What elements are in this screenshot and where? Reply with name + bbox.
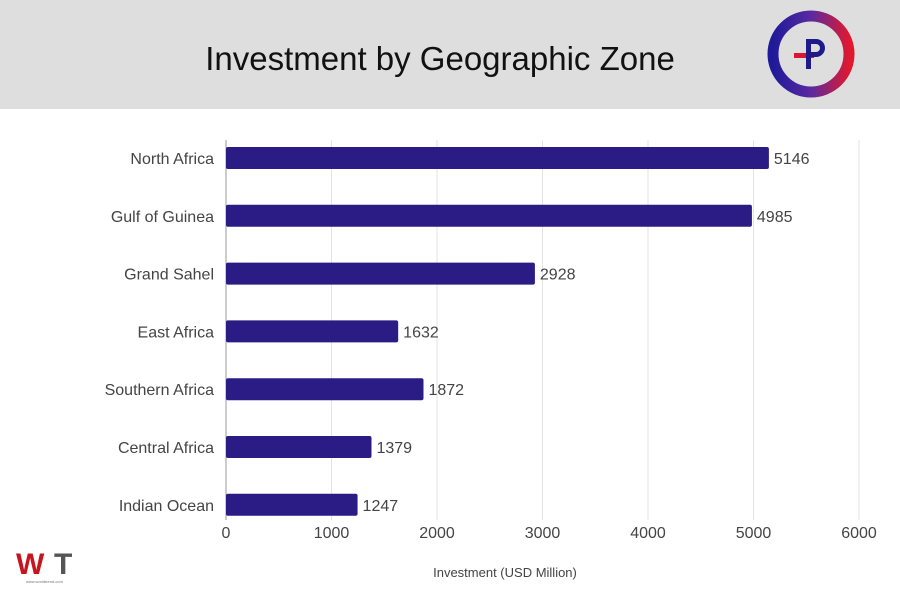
data-label: 1872 (428, 382, 464, 399)
bar (226, 320, 399, 343)
x-tick-label: 2000 (419, 525, 455, 542)
category-label: Indian Ocean (119, 498, 214, 515)
x-tick-label: 6000 (841, 525, 877, 542)
category-label: Gulf of Guinea (111, 209, 214, 226)
x-axis-title: Investment (USD Million) (433, 565, 577, 580)
data-label: 1247 (363, 498, 399, 515)
wt-logo-url: www.worldtrend.com (26, 579, 64, 584)
bar (226, 147, 769, 169)
x-tick-label: 0 (222, 525, 231, 542)
x-tick-label: 1000 (314, 525, 350, 542)
data-label: 4985 (757, 209, 793, 226)
wt-logo-icon: W T www.worldtrend.com (16, 548, 72, 584)
bar (226, 378, 424, 401)
data-label: 1379 (376, 440, 412, 457)
x-tick-label: 4000 (630, 525, 666, 542)
data-label: 2928 (540, 267, 576, 284)
brand-logo-icon (767, 10, 855, 98)
bar (226, 493, 358, 516)
page-title: Investment by Geographic Zone (205, 40, 675, 77)
header-band (0, 0, 900, 109)
x-tick-label: 5000 (736, 525, 772, 542)
category-label: North Africa (130, 151, 214, 168)
data-label: 5146 (774, 151, 810, 168)
svg-text:W: W (16, 548, 45, 581)
bar (226, 204, 752, 227)
x-tick-label: 3000 (525, 525, 561, 542)
category-label: Southern Africa (105, 382, 215, 399)
category-label: East Africa (138, 324, 215, 341)
bar (226, 436, 372, 458)
category-label: Central Africa (118, 440, 214, 457)
bar (226, 262, 535, 285)
data-label: 1632 (403, 324, 439, 341)
svg-text:T: T (54, 548, 72, 581)
category-label: Grand Sahel (124, 267, 214, 284)
